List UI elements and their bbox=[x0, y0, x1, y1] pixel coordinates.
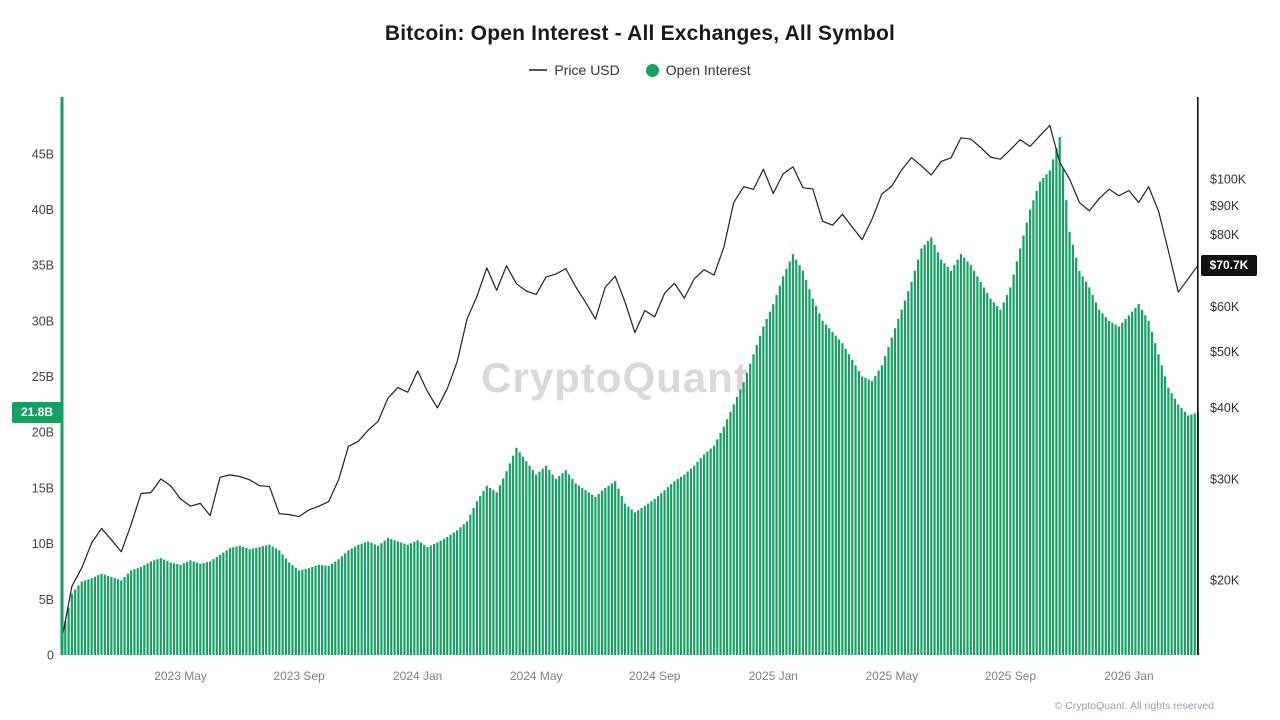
y-right-tick-label: $40K bbox=[1210, 401, 1240, 415]
price-line bbox=[61, 124, 1199, 639]
legend-item-price-usd[interactable]: Price USD bbox=[529, 62, 620, 78]
y-right-tick-label: $90K bbox=[1210, 199, 1240, 213]
chart-legend: Price USD Open Interest bbox=[0, 62, 1280, 78]
x-tick-label: 2023 Sep bbox=[273, 669, 325, 683]
y-left-tick-label: 25B bbox=[32, 370, 54, 384]
y-right-tick-label: $80K bbox=[1210, 228, 1240, 242]
price-value-badge: $70.7K bbox=[1201, 254, 1257, 276]
x-tick-label: 2026 Jan bbox=[1104, 669, 1153, 683]
price-line-icon bbox=[529, 69, 548, 71]
watermark: CryptoQuant bbox=[481, 354, 749, 401]
y-left-tick-label: 10B bbox=[32, 537, 54, 551]
open-interest-value-badge: 21.8B bbox=[12, 401, 62, 423]
x-tick-label: 2024 Sep bbox=[629, 669, 681, 683]
copyright-text: © CryptoQuant. All rights reserved bbox=[1054, 700, 1214, 712]
y-left-tick-label: 30B bbox=[32, 314, 54, 328]
legend-label-price: Price USD bbox=[554, 62, 620, 78]
y-left-tick-label: 0 bbox=[47, 649, 54, 663]
x-tick-label: 2024 Jan bbox=[393, 669, 442, 683]
y-left-tick-label: 45B bbox=[32, 147, 54, 161]
y-right-tick-label: $50K bbox=[1210, 345, 1240, 359]
y-left-tick-label: 35B bbox=[32, 259, 54, 273]
y-right-tick-label: $100K bbox=[1210, 173, 1247, 187]
y-left-tick-label: 20B bbox=[32, 426, 54, 440]
x-tick-label: 2025 Sep bbox=[985, 669, 1037, 683]
y-right-tick-label: $60K bbox=[1210, 300, 1240, 314]
y-right-tick-label: $20K bbox=[1210, 573, 1240, 587]
legend-item-open-interest[interactable]: Open Interest bbox=[645, 62, 751, 78]
x-tick-label: 2025 Jan bbox=[749, 669, 798, 683]
x-tick-label: 2024 May bbox=[510, 669, 563, 683]
y-left-tick-label: 15B bbox=[32, 481, 54, 495]
left-axis-line bbox=[60, 97, 64, 655]
right-axis-line bbox=[1197, 97, 1199, 655]
y-left-tick-label: 40B bbox=[32, 203, 54, 217]
x-tick-label: 2025 May bbox=[865, 669, 918, 683]
y-right-tick-label: $30K bbox=[1210, 472, 1240, 486]
open-interest-dot-icon bbox=[645, 63, 659, 77]
legend-label-open-interest: Open Interest bbox=[665, 62, 751, 78]
x-tick-label: 2023 May bbox=[154, 669, 207, 683]
y-left-tick-label: 5B bbox=[39, 593, 54, 607]
chart-title: Bitcoin: Open Interest - All Exchanges, … bbox=[384, 22, 896, 45]
open-interest-bars bbox=[60, 137, 1200, 656]
